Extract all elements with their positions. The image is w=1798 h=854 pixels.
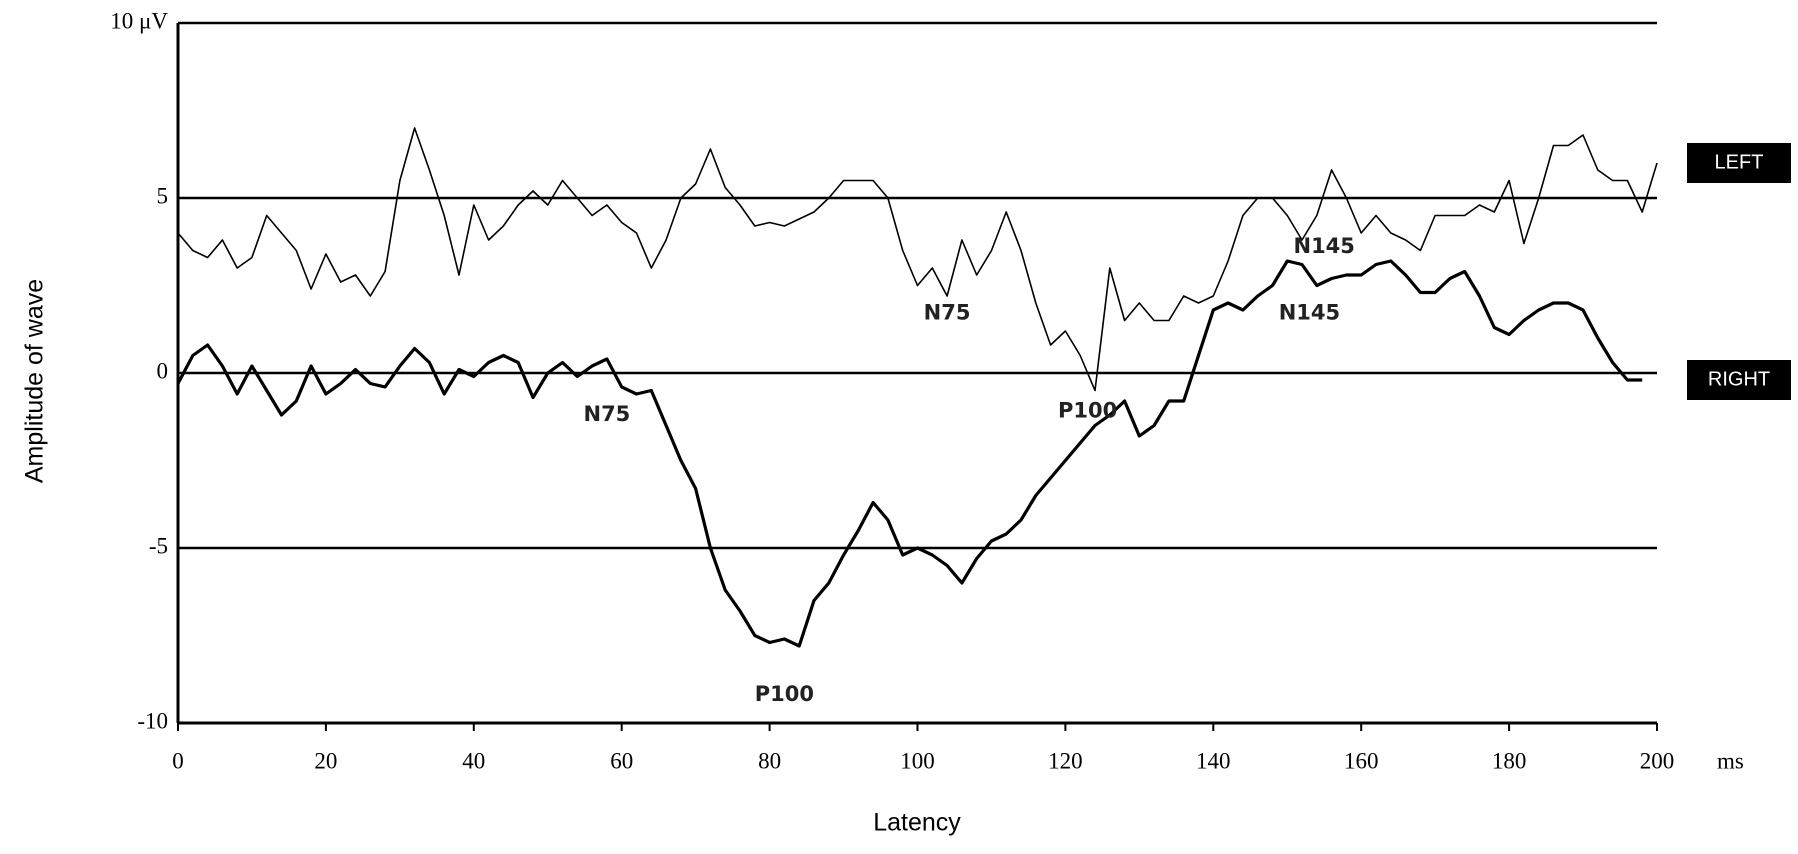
annotation: N145 — [1279, 301, 1340, 325]
x-axis-label: Latency — [873, 809, 961, 837]
annotation: P100 — [755, 682, 814, 706]
x-tick-label: 0 — [172, 748, 184, 773]
y-tick-label: 0 — [157, 358, 169, 383]
legend-entry: RIGHT — [1687, 360, 1791, 400]
x-tick-label: 40 — [462, 748, 485, 773]
legend-label: LEFT — [1715, 151, 1764, 173]
series-line — [177, 127, 1658, 392]
x-tick-label: 140 — [1196, 748, 1231, 773]
x-unit: ms — [1717, 748, 1744, 773]
annotation: N75 — [924, 301, 971, 325]
x-tick-label: 60 — [610, 748, 633, 773]
series-line — [176, 259, 1643, 648]
y-tick-label: -10 — [137, 708, 168, 733]
x-tick-label: 200 — [1640, 748, 1675, 773]
y-tick-label: -5 — [149, 533, 168, 558]
annotation: P100 — [1058, 399, 1117, 423]
annotation: N75 — [584, 402, 631, 426]
x-tick-label: 120 — [1048, 748, 1083, 773]
x-tick-label: 160 — [1344, 748, 1379, 773]
legend-box — [1687, 360, 1791, 400]
y-tick-label: 10 μV — [110, 8, 168, 33]
x-tick-label: 20 — [314, 748, 337, 773]
y-tick-label: 5 — [157, 183, 169, 208]
x-tick-label: 100 — [900, 748, 935, 773]
x-tick-label: 180 — [1492, 748, 1527, 773]
legend-label: RIGHT — [1708, 368, 1770, 390]
y-axis-label: Amplitude of wave — [21, 279, 49, 483]
legend-box — [1687, 143, 1791, 183]
x-tick-label: 80 — [758, 748, 781, 773]
legend-entry: LEFT — [1687, 143, 1791, 183]
annotation: N145 — [1294, 234, 1355, 258]
